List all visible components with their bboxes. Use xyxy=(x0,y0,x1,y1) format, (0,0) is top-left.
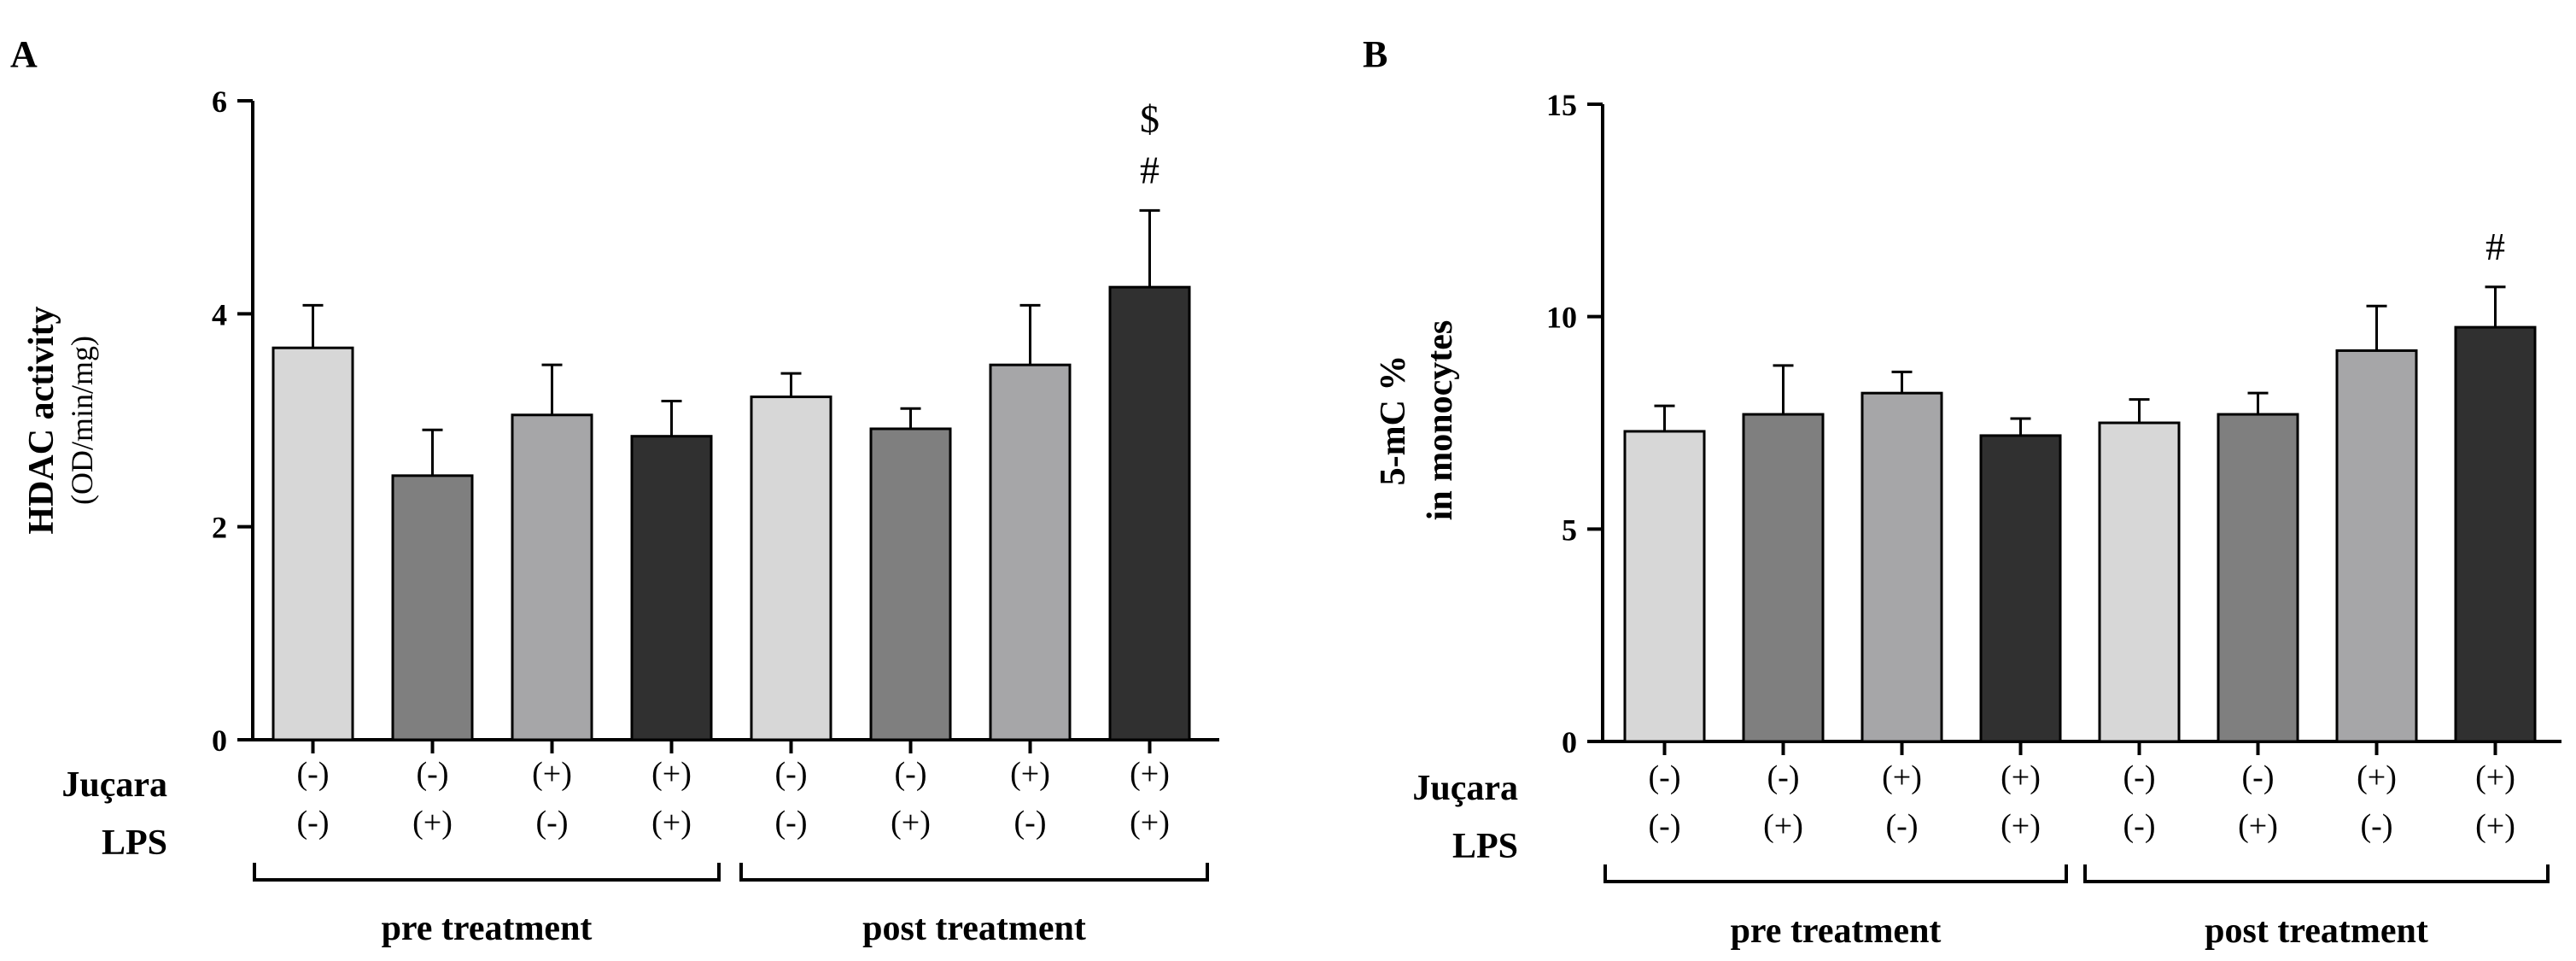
significance-marker: $ xyxy=(1140,97,1159,140)
bar xyxy=(1108,285,1191,741)
lps-condition: (+) xyxy=(891,805,931,841)
y-tick-label: 4 xyxy=(212,297,227,331)
lps-condition: (+) xyxy=(1763,808,1803,844)
pre-treatment-label: pre treatment xyxy=(1731,911,1942,951)
y-tick-label: 0 xyxy=(212,724,227,758)
panel-a: A HDAC activity (OD/min/mg) 0 2 4 6 (-) (-) (-) (+… xyxy=(10,33,1219,948)
lps-condition: (-) xyxy=(775,805,808,841)
pre-treatment-label: pre treatment xyxy=(382,909,593,948)
lps-condition: (-) xyxy=(1014,805,1047,841)
bar xyxy=(2217,413,2299,743)
row-label-lps: LPS xyxy=(102,823,167,863)
jucara-condition: (-) xyxy=(775,756,808,792)
bar xyxy=(272,346,354,741)
bar xyxy=(1742,413,1825,743)
y-axis-sublabel: in monocytes xyxy=(1421,320,1460,521)
lps-condition: (-) xyxy=(2361,808,2393,844)
post-treatment-bracket xyxy=(2083,864,2550,883)
jucara-condition: (-) xyxy=(1649,759,1681,795)
jucara-condition: (-) xyxy=(417,756,449,792)
bar xyxy=(630,435,713,741)
lps-condition: (-) xyxy=(1649,808,1681,844)
significance-marker: # xyxy=(2485,225,2505,268)
jucara-condition: (+) xyxy=(1010,756,1050,792)
jucara-condition: (+) xyxy=(532,756,572,792)
post-treatment-label: post treatment xyxy=(2205,911,2428,951)
y-tick-label: 2 xyxy=(212,511,227,545)
row-label-jucara: Juçara xyxy=(1412,769,1518,808)
bar xyxy=(1979,434,2062,743)
lps-condition: (-) xyxy=(2123,808,2156,844)
significance-marker: # xyxy=(1140,148,1159,191)
lps-condition: (-) xyxy=(536,805,569,841)
bar xyxy=(391,474,474,741)
bar xyxy=(511,413,593,741)
panel-b: B 5-mC % in monocytes 0 5 10 15 (-) (-) (-) (+) (+)… xyxy=(1363,33,2561,951)
bar xyxy=(2335,349,2418,743)
bar xyxy=(2454,325,2537,743)
jucara-condition: (-) xyxy=(1767,759,1800,795)
pre-treatment-bracket xyxy=(253,863,721,882)
lps-condition: (+) xyxy=(651,805,692,841)
bar xyxy=(750,396,832,741)
y-tick-label: 15 xyxy=(1546,88,1577,122)
jucara-condition: (+) xyxy=(2475,759,2515,795)
bar xyxy=(1623,430,1706,743)
row-label-lps: LPS xyxy=(1452,827,1518,866)
panel-letter: A xyxy=(10,33,38,75)
bar xyxy=(869,427,952,741)
lps-condition: (-) xyxy=(1886,808,1919,844)
lps-condition: (+) xyxy=(2238,808,2278,844)
lps-condition: (-) xyxy=(297,805,330,841)
post-treatment-bracket xyxy=(739,863,1209,882)
pre-treatment-bracket xyxy=(1603,864,2068,883)
jucara-condition: (+) xyxy=(2357,759,2397,795)
lps-condition: (+) xyxy=(1130,805,1170,841)
y-axis-sublabel: (OD/min/mg) xyxy=(65,336,99,505)
lps-condition: (+) xyxy=(2001,808,2041,844)
jucara-condition: (+) xyxy=(1882,759,1922,795)
jucara-condition: (-) xyxy=(2242,759,2275,795)
y-axis-label: HDAC activity xyxy=(22,306,61,534)
y-tick-label: 10 xyxy=(1546,301,1577,335)
bar xyxy=(1860,391,1943,743)
row-label-jucara: Juçara xyxy=(61,765,167,805)
y-tick-label: 0 xyxy=(1562,725,1577,759)
jucara-condition: (-) xyxy=(895,756,927,792)
lps-condition: (+) xyxy=(2475,808,2515,844)
jucara-condition: (+) xyxy=(1130,756,1170,792)
jucara-condition: (-) xyxy=(297,756,330,792)
jucara-condition: (+) xyxy=(651,756,692,792)
lps-condition: (+) xyxy=(412,805,453,841)
jucara-condition: (+) xyxy=(2001,759,2041,795)
post-treatment-label: post treatment xyxy=(862,909,1086,948)
y-tick-label: 6 xyxy=(212,85,227,119)
jucara-condition: (-) xyxy=(2123,759,2156,795)
bar xyxy=(989,363,1072,741)
panel-letter: B xyxy=(1363,33,1387,75)
bar xyxy=(2098,421,2181,743)
y-axis-label: 5-mC % xyxy=(1374,355,1413,486)
y-tick-label: 5 xyxy=(1562,513,1577,547)
